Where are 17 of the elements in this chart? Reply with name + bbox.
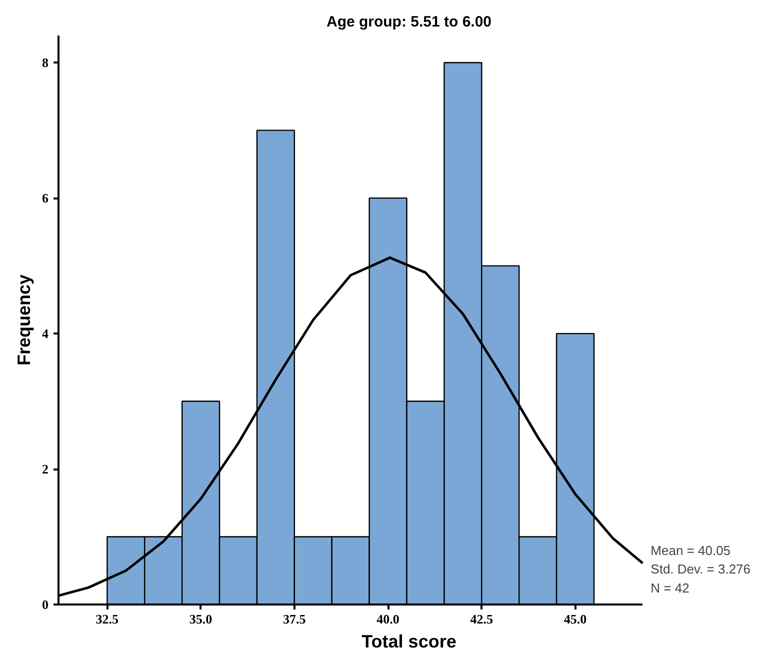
y-tick-label: 6 [42,190,49,206]
y-axis-title: Frequency [14,274,34,366]
text: Mean = 40.05 [650,542,731,558]
y-tick-label: 0 [42,597,48,612]
x-tick-label: 42.5 [470,612,494,626]
x-tick-label: 37.5 [283,612,306,626]
y-tick-label: 2 [42,462,48,477]
x-tick-label: 45.0 [564,612,587,626]
text: N = 42 [650,580,690,596]
x-tick-label: 35.0 [189,612,212,626]
y-tick-label: 8 [42,55,49,70]
y-tick-label: 4 [42,326,49,342]
chart-title: Age group: 5.51 to 6.00 [326,14,492,30]
x-axis-title: Total score [362,632,456,652]
x-tick-label: 32.5 [96,612,120,626]
x-tick-label: 40.0 [376,612,400,626]
text: Std. Dev. = 3.276 [650,562,751,577]
